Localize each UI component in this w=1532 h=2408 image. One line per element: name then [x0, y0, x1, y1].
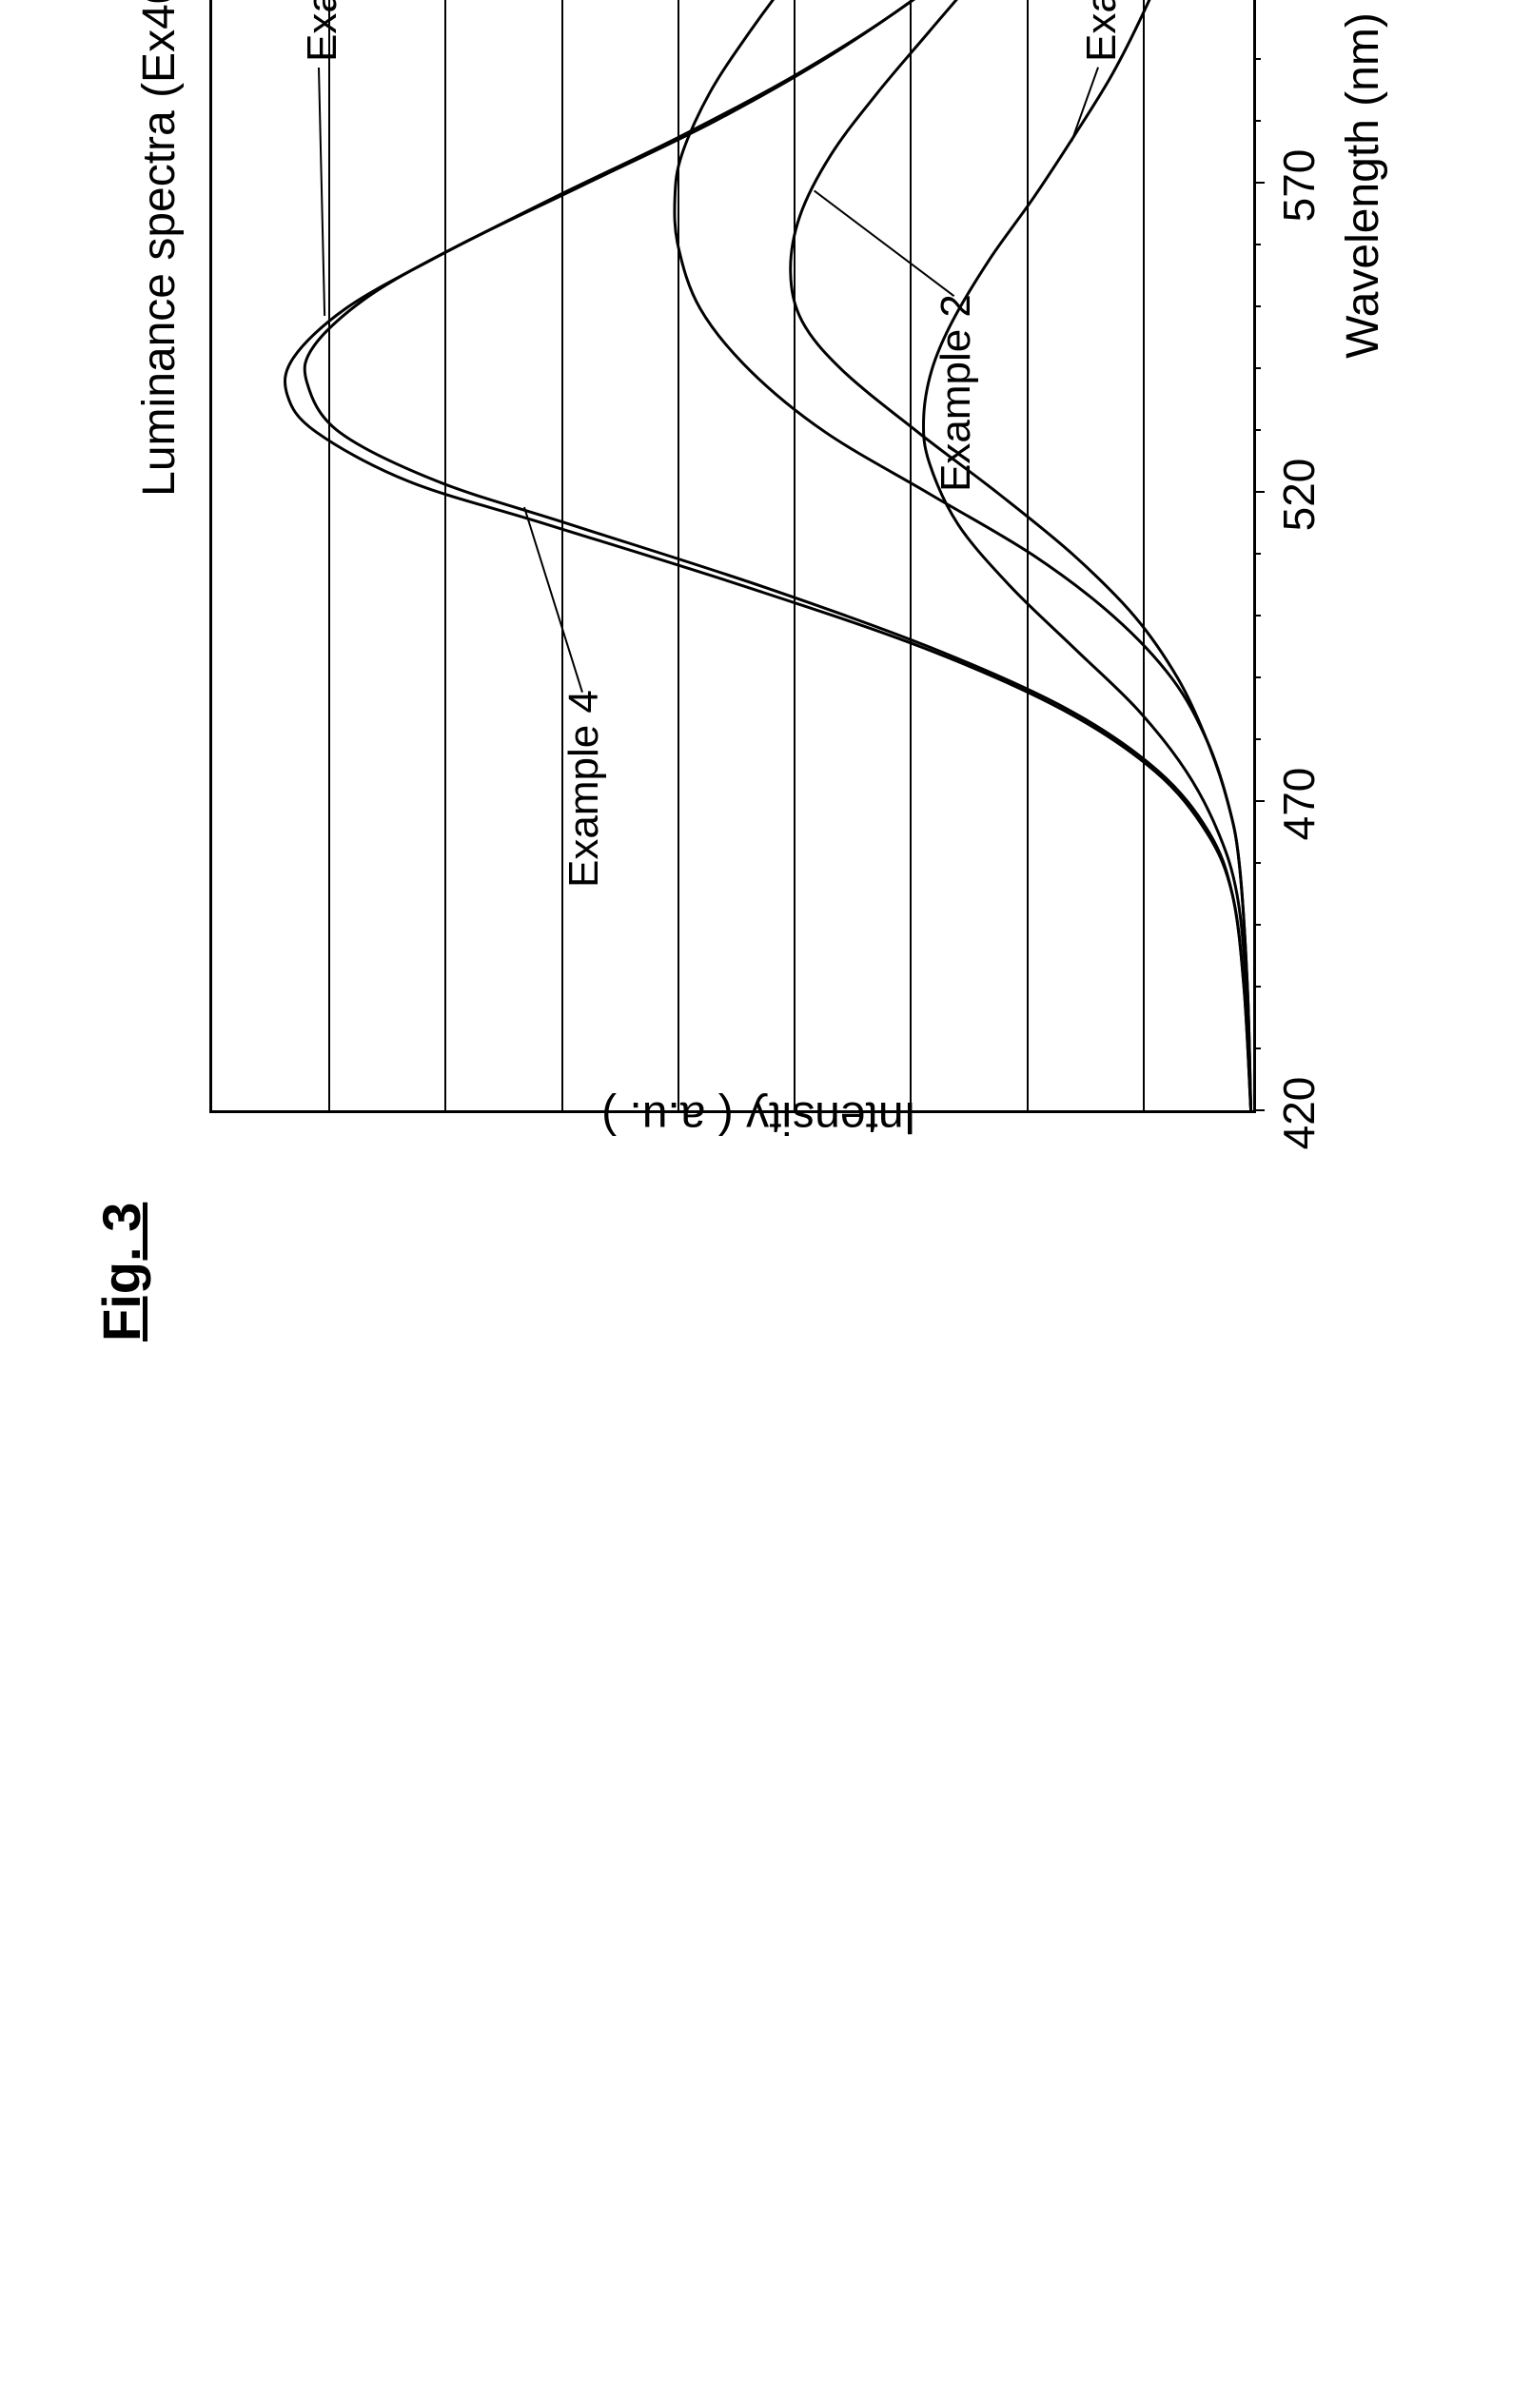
curve-example-5 — [923, 0, 1250, 1110]
xtick — [1253, 1109, 1265, 1111]
gridline — [910, 0, 912, 1110]
gridline — [561, 0, 563, 1110]
annotation-example-4: Example 4 — [560, 690, 608, 888]
xtick-label: 420 — [1273, 1077, 1325, 1150]
gridline — [1027, 0, 1029, 1110]
chart-title: Luminance spectra (Ex400nm) — [133, 0, 186, 1113]
xtick-minor — [1253, 553, 1261, 555]
xtick-minor — [1253, 676, 1261, 678]
figure-label: Fig. 3 — [90, 1203, 152, 1341]
xtick — [1253, 800, 1265, 802]
gridline — [328, 0, 330, 1110]
xtick-minor — [1253, 120, 1261, 122]
xtick-minor — [1253, 615, 1261, 617]
x-axis-label: Wavelength (nm) — [1337, 0, 1389, 1113]
xtick-minor — [1253, 244, 1261, 245]
xtick-minor — [1253, 986, 1261, 988]
xtick-minor — [1253, 305, 1261, 307]
xtick-minor — [1253, 1047, 1261, 1049]
xtick — [1253, 182, 1265, 184]
xtick-label: 470 — [1273, 768, 1325, 841]
xtick-label: 570 — [1273, 149, 1325, 223]
gridline — [678, 0, 679, 1110]
annotation-example-3: Example 3 — [299, 0, 346, 62]
gridline — [444, 0, 446, 1110]
annotation-example-5: Example 5 — [1078, 0, 1126, 62]
plot-area — [209, 0, 1256, 1113]
xtick-label: 520 — [1273, 459, 1325, 532]
xtick-minor — [1253, 58, 1261, 60]
xtick-minor — [1253, 924, 1261, 926]
annotation-example-2: Example 2 — [933, 294, 980, 492]
xtick-minor — [1253, 738, 1261, 740]
gridline — [794, 0, 795, 1110]
curve-example-2 — [791, 0, 1251, 1110]
xtick-minor — [1253, 429, 1261, 431]
xtick-minor — [1253, 367, 1261, 369]
chart-curves — [212, 0, 1253, 1110]
xtick — [1253, 491, 1265, 493]
curve-example-1 — [675, 0, 1251, 1110]
y-axis-label: Intensity ( a.u. ) — [601, 1091, 916, 1144]
curve-example-3 — [285, 0, 1250, 1110]
xtick-minor — [1253, 862, 1261, 864]
gridline — [1143, 0, 1145, 1110]
